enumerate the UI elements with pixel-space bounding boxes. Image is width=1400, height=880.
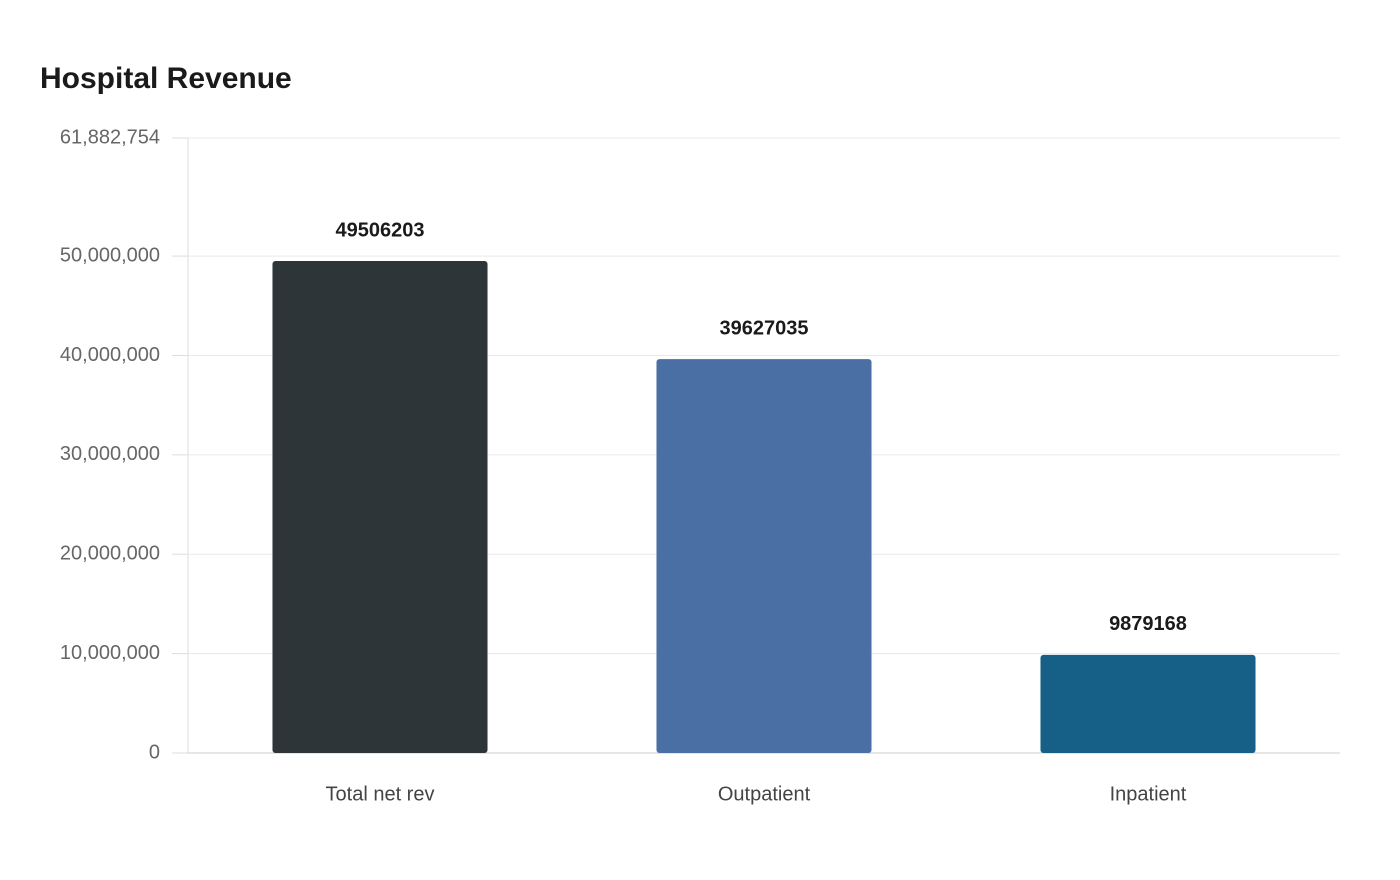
value-label: 9879168 <box>1109 613 1187 635</box>
y-tick-label: 30,000,000 <box>60 443 160 465</box>
bar <box>1040 654 1256 753</box>
y-tick-label: 40,000,000 <box>60 344 160 366</box>
bar <box>272 261 488 753</box>
value-label: 49506203 <box>336 219 425 241</box>
x-tick-label: Outpatient <box>718 783 811 805</box>
y-tick-label: 20,000,000 <box>60 543 160 565</box>
chart-title: Hospital Revenue <box>40 62 292 95</box>
y-tick-label: 61,882,754 <box>60 126 160 148</box>
x-tick-label: Inpatient <box>1110 783 1187 805</box>
x-tick-label: Total net rev <box>326 783 435 805</box>
y-tick-label: 10,000,000 <box>60 642 160 664</box>
y-tick-label: 0 <box>149 741 160 763</box>
bar <box>656 359 872 753</box>
value-label: 39627035 <box>720 317 809 339</box>
y-tick-label: 50,000,000 <box>60 244 160 266</box>
